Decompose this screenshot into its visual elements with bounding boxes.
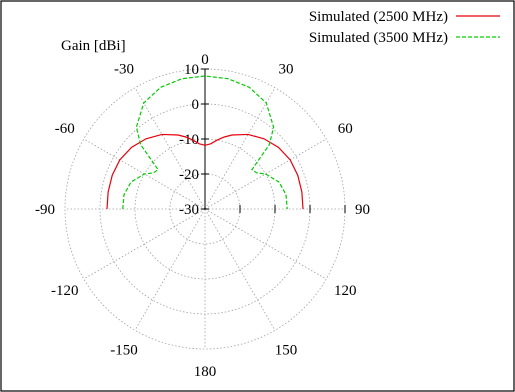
polar-grid	[64, 68, 346, 350]
grid-spoke	[204, 138, 327, 210]
angle-tick-label: 0	[201, 52, 209, 68]
grid-spoke	[134, 208, 206, 331]
legend-label-2: Simulated (3500 MHz)	[309, 30, 448, 46]
radial-tick-labels: 10 0 -10 -20 -30	[179, 62, 199, 218]
grid-spoke	[204, 208, 327, 280]
legend: Simulated (2500 MHz) Simulated (3500 MHz)	[309, 9, 500, 46]
angle-tick-label: 120	[334, 283, 357, 299]
series-line-1	[106, 133, 304, 210]
angle-tick-label: -150	[110, 342, 138, 358]
angle-tick-label: -120	[51, 283, 79, 299]
radial-tick-label: -20	[179, 167, 199, 183]
angle-tick-label: 60	[338, 121, 353, 137]
angle-tick-label: -60	[55, 121, 75, 137]
angle-tick-label: 30	[279, 62, 294, 78]
radial-axis-label: Gain [dBi]	[61, 38, 126, 54]
angle-tick-label: 90	[355, 202, 370, 218]
grid-spoke	[83, 208, 206, 280]
angle-tick-label: -30	[114, 62, 134, 78]
grid-spoke	[204, 87, 276, 210]
data-series	[106, 75, 304, 210]
angle-tick-labels: 0 30 60 90 120 150 180 -150 -120 -90 -60 -30	[35, 52, 370, 380]
angle-tick-label: 180	[194, 364, 217, 380]
legend-label-1: Simulated (2500 MHz)	[309, 9, 448, 25]
radial-tick-label: 0	[192, 97, 200, 113]
radial-tick-label: -10	[179, 132, 199, 148]
series-line-2	[122, 75, 288, 210]
grid-spoke	[204, 208, 276, 331]
angle-tick-label: 150	[275, 342, 298, 358]
grid-spoke	[134, 87, 206, 210]
radial-tick-label: -30	[179, 202, 199, 218]
radial-tick-label: 10	[184, 62, 199, 78]
angle-tick-label: -90	[35, 202, 55, 218]
